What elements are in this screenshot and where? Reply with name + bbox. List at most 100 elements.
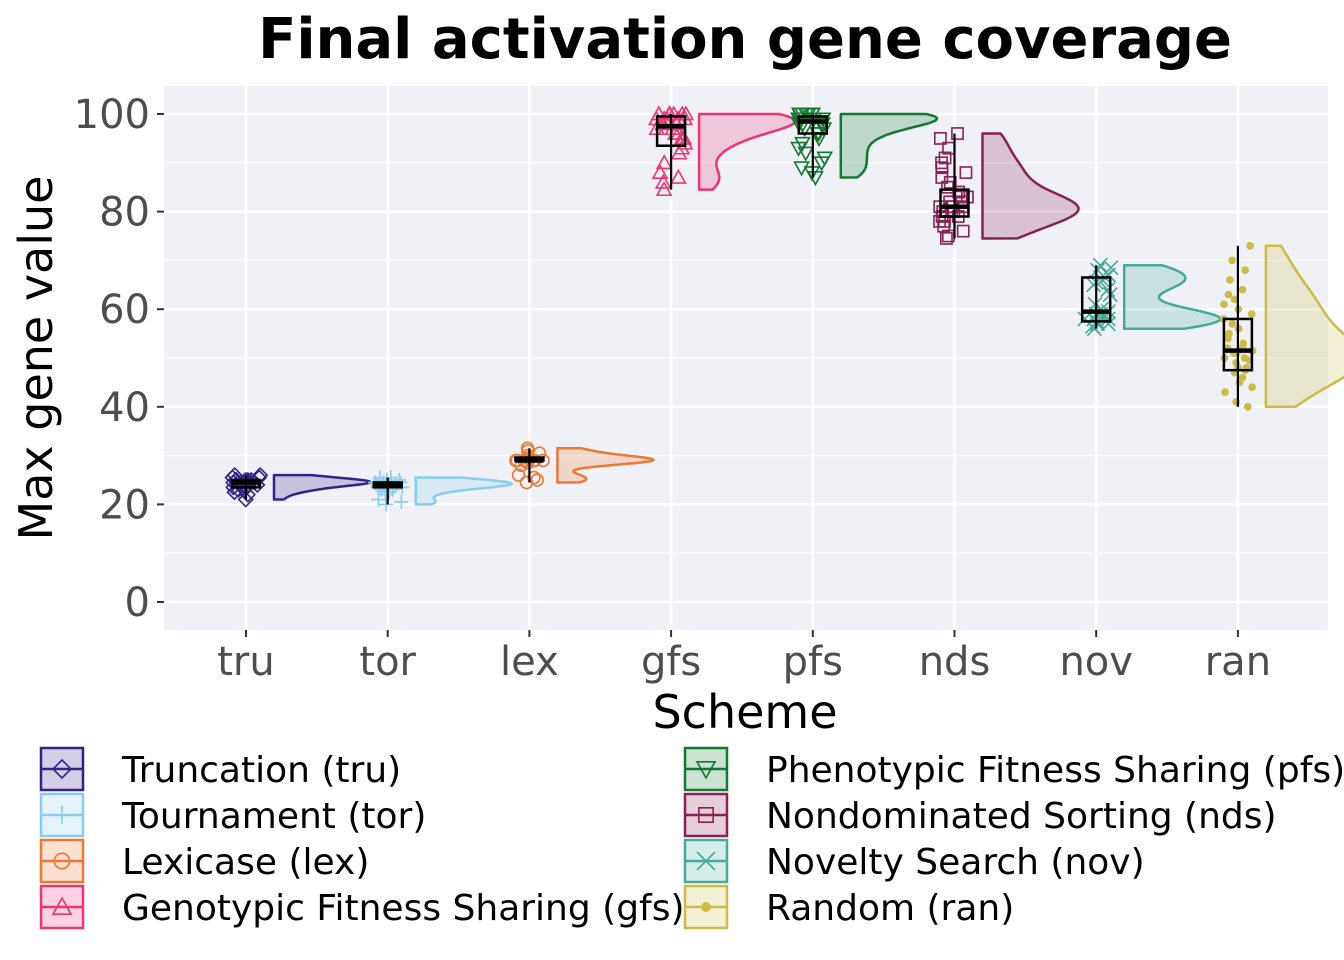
data-point-nds xyxy=(935,171,949,184)
data-point-ran xyxy=(1220,300,1228,309)
box-nov xyxy=(1080,276,1112,323)
legend-item-gfs: Genotypic Fitness Sharing (gfs) xyxy=(39,884,685,930)
x-tick-label: lex xyxy=(500,639,559,685)
data-point-ran xyxy=(1248,383,1256,392)
data-point-gfs xyxy=(655,180,673,197)
density-cloud-lex xyxy=(556,447,655,484)
data-point-nov xyxy=(1087,296,1103,312)
data-point-ran xyxy=(1247,310,1256,318)
data-point-ran xyxy=(1226,276,1234,284)
legend-item-ran: Random (ran) xyxy=(683,884,1014,930)
data-point-ran xyxy=(1240,354,1249,362)
y-tick-label: 60 xyxy=(99,287,150,333)
density-cloud-pfs xyxy=(839,112,939,179)
legend-item-pfs: Phenotypic Fitness Sharing (pfs) xyxy=(683,746,1344,792)
legend-item-tor: Tournament (tor) xyxy=(39,792,426,838)
data-point-ran xyxy=(1224,290,1233,299)
data-point-nds xyxy=(951,127,964,140)
y-tick-label: 0 xyxy=(125,580,150,626)
y-tick-label: 20 xyxy=(99,482,150,528)
data-point-ran xyxy=(1246,241,1254,250)
x-tick-label: tru xyxy=(217,639,274,685)
data-point-pfs xyxy=(793,161,810,177)
data-point-ran xyxy=(1230,295,1239,304)
legend-marker-tru xyxy=(51,758,73,780)
data-point-lex xyxy=(527,470,541,485)
box-plots xyxy=(230,114,1254,505)
data-point-ran xyxy=(1243,402,1252,411)
data-point-ran xyxy=(1221,388,1230,397)
legend: Truncation (tru) Tournament (tor) Lexicase… xyxy=(39,746,1344,930)
legend-marker-nov xyxy=(696,851,716,871)
legend-marker-ran xyxy=(701,902,711,912)
data-point-ran xyxy=(1228,319,1237,328)
x-tick-label: ran xyxy=(1205,639,1271,685)
data-point-ran xyxy=(1238,373,1247,382)
density-cloud-gfs xyxy=(697,112,797,191)
legend-marker-pfs xyxy=(695,760,717,780)
density-cloud-ran xyxy=(1264,244,1344,409)
data-point-gfs xyxy=(670,168,687,184)
x-axis-title: Scheme xyxy=(652,685,837,739)
data-point-nds xyxy=(938,151,952,165)
legend-item-tru: Truncation (tru) xyxy=(39,746,401,792)
data-point-nov xyxy=(1100,311,1116,327)
data-point-nds xyxy=(933,132,947,145)
legend-label: Genotypic Fitness Sharing (gfs) xyxy=(122,888,685,929)
data-point-gfs xyxy=(650,105,668,121)
legend-label: Lexicase (lex) xyxy=(122,842,369,883)
data-point-gfs xyxy=(673,105,691,121)
x-tick-label: gfs xyxy=(641,639,701,685)
density-clouds xyxy=(272,112,1344,506)
data-point-ran xyxy=(1225,329,1233,338)
box-nds xyxy=(939,188,970,218)
data-point-gfs xyxy=(661,105,679,121)
data-point-nov xyxy=(1100,282,1116,298)
density-cloud-tor xyxy=(414,476,513,506)
data-point-ran xyxy=(1239,339,1248,348)
data-point-pfs xyxy=(794,136,811,152)
legend-label: Truncation (tru) xyxy=(121,750,401,791)
x-tick-label: nds xyxy=(919,639,991,685)
data-point-gfs xyxy=(655,154,673,170)
data-point-pfs xyxy=(816,151,834,167)
legend-item-lex: Lexicase (lex) xyxy=(39,838,369,884)
y-tick-label: 40 xyxy=(99,385,150,431)
data-point-pfs xyxy=(791,107,809,123)
y-tick-label: 100 xyxy=(74,92,150,138)
y-tick-label: 80 xyxy=(99,190,150,236)
x-tick-label: pfs xyxy=(783,639,843,685)
data-point-nds xyxy=(959,166,973,179)
data-point-ran xyxy=(1228,256,1236,265)
density-cloud-tru xyxy=(272,473,372,501)
legend-item-nds: Nondominated Sorting (nds) xyxy=(683,792,1277,838)
data-point-lex xyxy=(511,468,526,482)
legend-marker-lex xyxy=(53,852,71,870)
data-point-gfs xyxy=(654,173,672,189)
data-point-nov xyxy=(1077,311,1093,327)
legend-item-nov: Novelty Search (nov) xyxy=(683,838,1145,884)
data-point-ran xyxy=(1238,285,1247,294)
legend-label: Tournament (tor) xyxy=(121,796,426,837)
data-point-lex xyxy=(520,441,535,456)
legend-label: Random (ran) xyxy=(766,888,1014,929)
data-point-tor xyxy=(394,494,409,509)
x-tick-label: nov xyxy=(1059,639,1133,685)
box-pfs xyxy=(797,115,829,135)
legend-marker-gfs xyxy=(51,896,73,916)
box-ran xyxy=(1222,317,1254,372)
data-point-nov xyxy=(1089,262,1106,278)
chart-title: Final activation gene coverage xyxy=(258,7,1232,72)
data-point-pfs xyxy=(797,146,815,162)
density-cloud-nds xyxy=(981,132,1080,240)
y-axis-ticks: 0 20 40 60 80 100 xyxy=(74,92,164,626)
data-point-nds xyxy=(956,224,970,238)
data-point-tru xyxy=(237,491,254,508)
box-gfs xyxy=(655,115,687,147)
legend-marker-nds xyxy=(697,806,714,823)
data-point-nds xyxy=(940,232,953,245)
data-point-ran xyxy=(1241,266,1249,275)
legend-label: Phenotypic Fitness Sharing (pfs) xyxy=(766,750,1344,791)
legend-label: Novelty Search (nov) xyxy=(766,842,1145,883)
